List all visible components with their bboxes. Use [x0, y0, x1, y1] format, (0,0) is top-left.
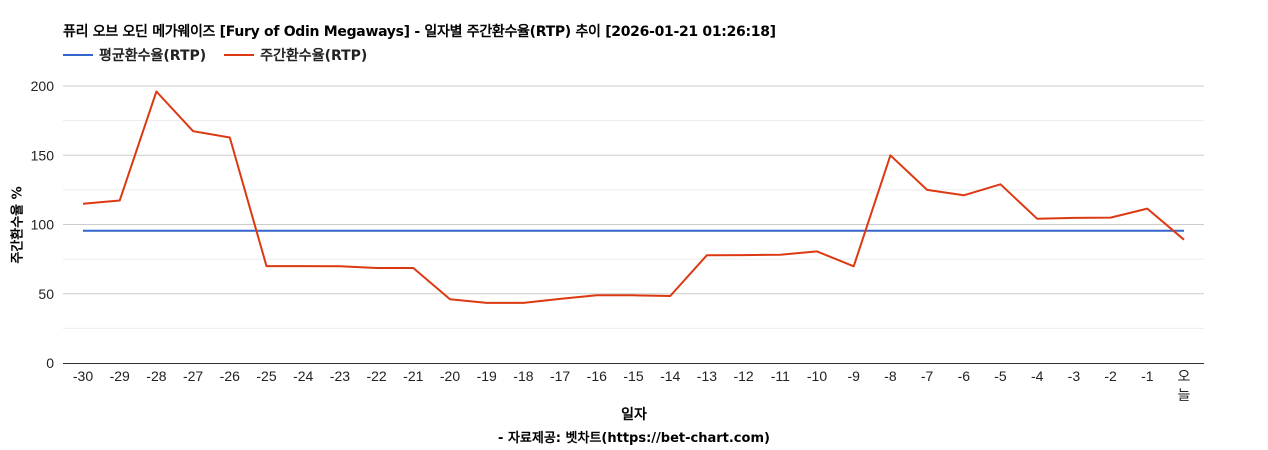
- x-tick-label: -25: [256, 368, 276, 384]
- x-tick-label: -23: [330, 368, 350, 384]
- x-tick-label: -18: [513, 368, 533, 384]
- legend-item-weekly-rtp[interactable]: 주간환수율(RTP): [224, 45, 367, 65]
- x-tick-label: 늘: [1178, 387, 1191, 403]
- x-tick-label: -20: [440, 368, 460, 384]
- x-tick-label: -16: [587, 368, 607, 384]
- data-source-credit: - 자료제공: 벳차트(https://bet-chart.com): [498, 431, 770, 446]
- y-tick-label: 100: [31, 217, 55, 233]
- x-tick-label: -7: [921, 368, 934, 384]
- series-lines: [82, 90, 1185, 304]
- x-tick-label: -3: [1068, 368, 1081, 384]
- x-tick-label: -8: [884, 368, 897, 384]
- x-tick-label: -27: [183, 368, 203, 384]
- x-axis-ticks: -30 -29 -28 -27 -26 -25 -24 -23 -22 -21 -20 -19 -18 -…: [73, 368, 1191, 403]
- x-tick-label: -24: [293, 368, 313, 384]
- gridlines: [63, 85, 1204, 329]
- weekly-rtp-line[interactable]: [82, 90, 1185, 304]
- x-tick-label: -14: [660, 368, 680, 384]
- legend-swatch-average-rtp: [63, 54, 93, 56]
- x-tick-label: -26: [220, 368, 240, 384]
- x-tick-label: -6: [958, 368, 971, 384]
- y-tick-label: 0: [46, 355, 54, 371]
- x-axis-title: 일자: [621, 407, 647, 423]
- x-tick-label: -29: [110, 368, 130, 384]
- y-axis-ticks: 0 50 100 150 200: [31, 78, 55, 371]
- x-tick-label: -28: [146, 368, 166, 384]
- x-tick-label: -10: [807, 368, 827, 384]
- x-tick-label: -4: [1031, 368, 1044, 384]
- x-tick-label: -19: [477, 368, 497, 384]
- legend-label-weekly-rtp: 주간환수율(RTP): [260, 48, 368, 64]
- y-tick-label: 150: [31, 147, 55, 163]
- x-tick-label: 오: [1178, 368, 1191, 384]
- x-tick-label: -17: [550, 368, 570, 384]
- x-tick-label: -2: [1104, 368, 1117, 384]
- legend-swatch-weekly-rtp: [224, 54, 255, 56]
- x-tick-label: -12: [733, 368, 753, 384]
- x-tick-label: -1: [1141, 368, 1154, 384]
- y-tick-label: 200: [31, 78, 55, 94]
- x-tick-label: -21: [403, 368, 423, 384]
- chart-title: 퓨리 오브 오딘 메가웨이즈 [Fury of Odin Megaways] -…: [63, 24, 776, 40]
- x-tick-label: -15: [623, 368, 643, 384]
- legend-item-average-rtp[interactable]: 평균환수율(RTP): [63, 45, 206, 65]
- x-tick-label: -13: [697, 368, 717, 384]
- x-tick-label: -22: [366, 368, 386, 384]
- y-tick-label: 50: [38, 286, 54, 302]
- x-tick-label: -9: [847, 368, 860, 384]
- chart-legend: 평균환수율(RTP) 주간환수율(RTP): [63, 45, 385, 65]
- x-tick-label: -11: [771, 368, 790, 384]
- x-tick-label: -5: [994, 368, 1007, 384]
- legend-label-average-rtp: 평균환수율(RTP): [99, 48, 207, 64]
- x-tick-label: -30: [73, 368, 93, 384]
